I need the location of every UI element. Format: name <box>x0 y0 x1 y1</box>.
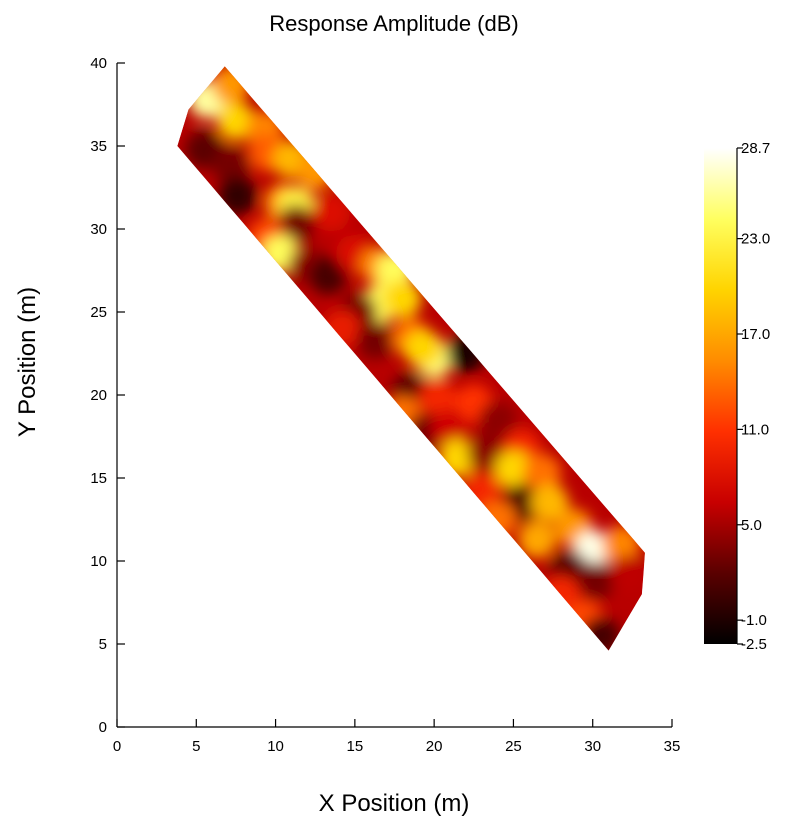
heatmap-cell <box>356 321 395 360</box>
colorbar-tick-label: -1.0 <box>741 612 767 629</box>
heatmap-cell <box>576 561 615 600</box>
heatmap-cell <box>478 400 517 439</box>
y-tick-label: 10 <box>90 553 107 570</box>
heatmap-cell <box>431 409 469 448</box>
x-tick-label: 20 <box>426 738 443 755</box>
y-tick-label: 25 <box>90 304 107 321</box>
heatmap-cell <box>218 176 257 215</box>
colorbar-tick-label: 28.7 <box>741 140 770 157</box>
heatmap-cell <box>404 329 442 368</box>
x-axis-ticks: 0 5 10 15 20 25 30 35 <box>113 719 681 755</box>
x-tick-label: 0 <box>113 738 121 755</box>
x-axis-label: X Position (m) <box>319 790 470 817</box>
heatmap-cell <box>610 555 646 594</box>
y-tick-label: 0 <box>99 719 107 736</box>
heatmap-cell <box>494 450 533 489</box>
heatmap-cell <box>523 454 561 492</box>
x-tick-label: 30 <box>584 738 601 755</box>
y-tick-label: 35 <box>90 138 107 155</box>
heatmap-cell <box>418 379 457 418</box>
x-tick-label: 25 <box>505 738 522 755</box>
heatmap-cell <box>308 256 347 295</box>
heatmap-cell <box>581 616 620 651</box>
heatmap-cell <box>446 334 485 373</box>
x-tick-label: 15 <box>347 738 364 755</box>
heatmap-cell <box>478 500 517 539</box>
chart-title: Response Amplitude (dB) <box>269 11 518 36</box>
heatmap-cell <box>212 66 251 104</box>
colorbar-tick-label: 17.0 <box>741 326 770 343</box>
heatmap-cell <box>216 102 255 141</box>
y-tick-label: 20 <box>90 387 107 404</box>
y-tick-label: 40 <box>90 55 107 72</box>
colorbar: 28.7 23.0 17.0 11.0 5.0 -1.0 -2.5 <box>704 140 770 653</box>
heatmap-cell <box>383 279 422 318</box>
heatmap-cells <box>185 66 646 651</box>
x-tick-label: 10 <box>267 738 284 755</box>
heatmap-cell <box>277 205 316 243</box>
heatmap-cell <box>530 483 569 522</box>
colorbar-tick-label: -2.5 <box>741 636 767 653</box>
colorbar-ticks: 28.7 23.0 17.0 11.0 5.0 -1.0 -2.5 <box>737 140 770 653</box>
heatmap-cell <box>323 309 362 348</box>
y-axis-ticks: 0 5 10 15 20 25 30 35 40 <box>90 55 125 736</box>
y-tick-label: 5 <box>99 636 107 653</box>
x-tick-label: 5 <box>192 738 200 755</box>
x-tick-label: 35 <box>664 738 681 755</box>
heatmap-cell <box>212 146 251 185</box>
y-tick-label: 15 <box>90 470 107 487</box>
colorbar-gradient <box>704 148 737 644</box>
y-axis-label: Y Position (m) <box>14 287 41 437</box>
axes: 0 5 10 15 20 25 30 35 0 5 10 15 20 25 30 35 40 <box>90 55 680 755</box>
colorbar-tick-label: 23.0 <box>741 231 770 248</box>
heatmap-cell <box>296 151 335 190</box>
colorbar-tick-label: 5.0 <box>741 517 762 534</box>
colorbar-tick-label: 11.0 <box>741 421 769 438</box>
heatmap-cell <box>383 395 422 434</box>
heatmap-region <box>177 66 646 651</box>
y-tick-label: 30 <box>90 221 107 238</box>
heatmap-cell <box>312 193 351 232</box>
heatmap-cell <box>518 520 557 559</box>
